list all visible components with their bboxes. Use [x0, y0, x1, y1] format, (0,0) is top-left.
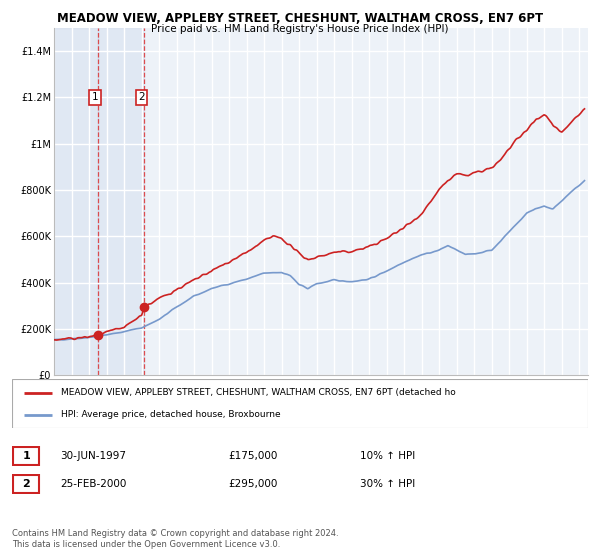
Text: MEADOW VIEW, APPLEBY STREET, CHESHUNT, WALTHAM CROSS, EN7 6PT: MEADOW VIEW, APPLEBY STREET, CHESHUNT, W…: [57, 12, 543, 25]
FancyBboxPatch shape: [13, 447, 40, 465]
FancyBboxPatch shape: [12, 379, 588, 428]
Text: 30-JUN-1997: 30-JUN-1997: [60, 451, 126, 461]
Text: 25-FEB-2000: 25-FEB-2000: [60, 479, 127, 489]
Text: Price paid vs. HM Land Registry's House Price Index (HPI): Price paid vs. HM Land Registry's House …: [151, 24, 449, 34]
Text: Contains HM Land Registry data © Crown copyright and database right 2024.
This d: Contains HM Land Registry data © Crown c…: [12, 529, 338, 549]
Text: HPI: Average price, detached house, Broxbourne: HPI: Average price, detached house, Brox…: [61, 410, 281, 419]
Text: 30% ↑ HPI: 30% ↑ HPI: [360, 479, 415, 489]
FancyBboxPatch shape: [13, 475, 40, 493]
Text: 2: 2: [23, 479, 30, 489]
Text: £175,000: £175,000: [228, 451, 277, 461]
Text: MEADOW VIEW, APPLEBY STREET, CHESHUNT, WALTHAM CROSS, EN7 6PT (detached ho: MEADOW VIEW, APPLEBY STREET, CHESHUNT, W…: [61, 389, 456, 398]
Text: 2: 2: [138, 92, 145, 102]
Text: 10% ↑ HPI: 10% ↑ HPI: [360, 451, 415, 461]
Bar: [98, 28, 144, 375]
Text: £295,000: £295,000: [228, 479, 277, 489]
Text: 1: 1: [92, 92, 98, 102]
Bar: [54, 28, 98, 375]
Text: 1: 1: [23, 451, 30, 461]
